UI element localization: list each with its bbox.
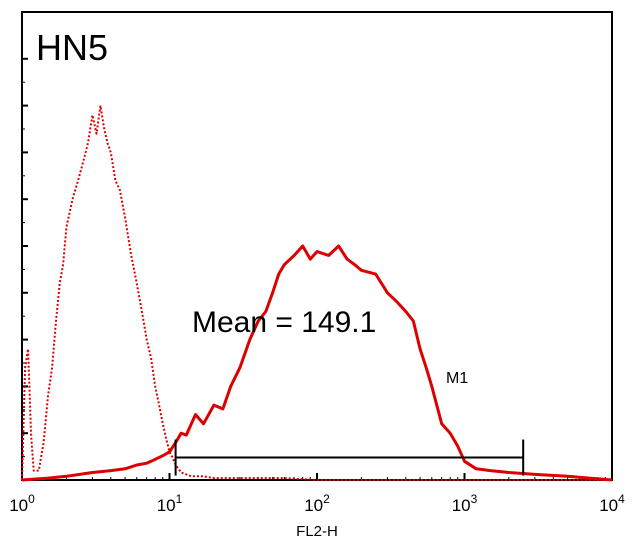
x-axis-label: FL2-H — [296, 523, 338, 540]
x-tick-label: 104 — [599, 492, 625, 515]
marker-label: M1 — [446, 370, 468, 387]
series-control-dotted — [21, 104, 612, 481]
chart-title: HN5 — [36, 27, 108, 68]
mean-annotation: Mean = 149.1 — [192, 306, 376, 339]
x-tick-label: 100 — [9, 492, 35, 515]
x-tick-label: 102 — [304, 492, 330, 515]
x-tick-label: 101 — [157, 492, 183, 515]
y-tick-marks — [22, 57, 28, 458]
x-axis: 100 101 102 103 104 — [9, 473, 625, 515]
x-tick-label: 103 — [452, 492, 478, 515]
plot-frame — [21, 11, 613, 481]
series-sample-solid — [21, 244, 613, 482]
marker-gate — [174, 439, 525, 476]
series-layer — [21, 104, 613, 482]
